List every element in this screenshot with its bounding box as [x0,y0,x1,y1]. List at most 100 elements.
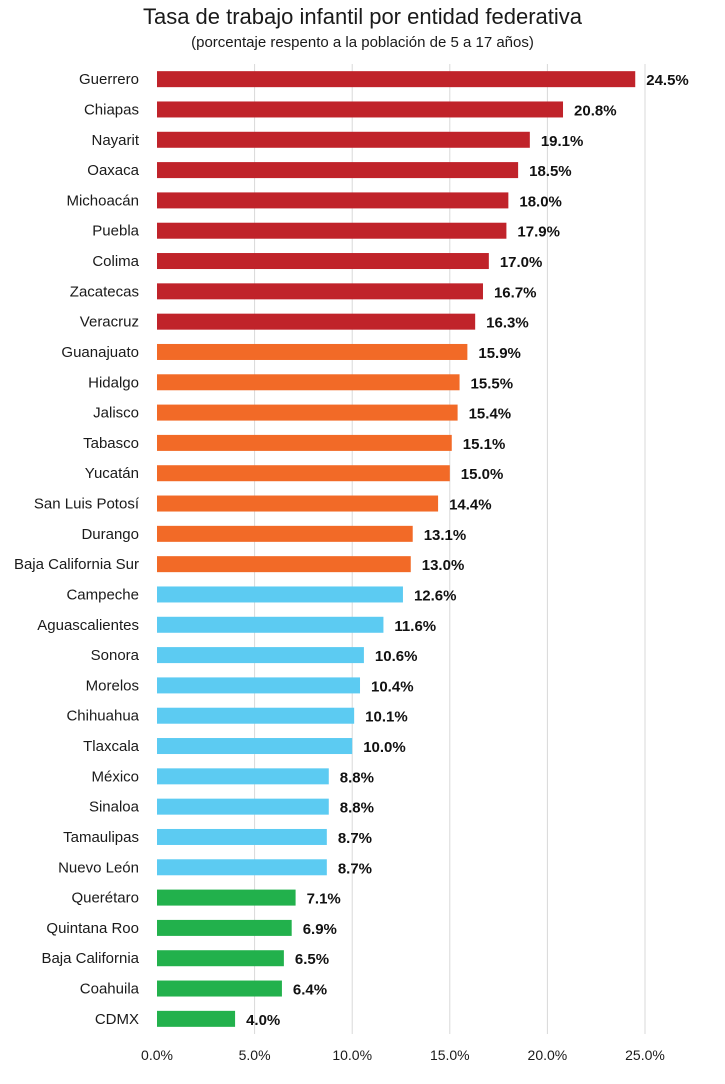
category-label: Guerrero [79,71,139,88]
bar [157,313,476,330]
category-label: Tamaulipas [63,829,139,846]
category-label: Veracruz [80,314,139,331]
category-label: Michoacán [66,192,139,209]
data-label: 8.8% [340,800,374,817]
bar [157,343,468,360]
category-label: Guanajuato [61,344,139,361]
bar [157,950,284,967]
data-label: 24.5% [646,72,689,89]
data-label: 6.4% [293,982,327,999]
data-label: 15.0% [461,466,504,483]
bar [157,131,530,148]
bar [157,283,483,300]
bar [157,980,282,997]
category-label: Tlaxcala [83,738,140,755]
category-label: Chiapas [84,101,139,118]
data-label: 6.5% [295,951,329,968]
category-label: San Luis Potosí [34,496,140,513]
bar [157,738,353,755]
bar [157,434,452,451]
category-label: Querétaro [71,890,139,907]
chart-title: Tasa de trabajo infantil por entidad fed… [142,4,583,29]
category-label: Quintana Roo [46,920,139,937]
category-label: Morelos [86,677,139,694]
data-label: 10.0% [363,739,406,756]
bar [157,889,296,906]
x-tick-label: 5.0% [239,1047,271,1063]
data-label: 11.6% [394,618,436,635]
category-label: Hidalgo [88,374,139,391]
category-label: Campeche [66,586,139,603]
bar [157,707,355,724]
bar [157,647,364,664]
data-label: 10.1% [365,709,408,726]
data-label: 17.0% [500,254,543,271]
category-label: Oaxaca [87,162,139,179]
data-label: 16.3% [486,315,529,332]
data-label: 13.1% [424,527,467,544]
data-label: 15.5% [471,375,514,392]
category-label: CDMX [95,1011,139,1028]
x-tick-label: 25.0% [625,1047,665,1063]
category-label: Sonora [91,647,140,664]
bar [157,465,450,482]
bar [157,919,292,936]
bar [157,828,327,845]
category-label: Colima [92,253,139,270]
bar [157,677,361,694]
bar [157,192,509,209]
bar [157,525,413,542]
bar [157,404,458,421]
x-tick-label: 0.0% [141,1047,173,1063]
x-tick-label: 10.0% [332,1047,372,1063]
category-label: Jalisco [93,405,139,422]
category-label: Sinaloa [89,799,140,816]
category-label: Puebla [92,223,139,240]
category-label: Baja California Sur [14,556,139,573]
bar [157,768,329,785]
data-label: 10.4% [371,678,414,695]
data-label: 6.9% [303,921,337,938]
data-label: 8.7% [338,860,372,877]
bar [157,253,489,270]
data-label: 8.8% [340,769,374,786]
data-label: 15.4% [469,406,512,423]
data-label: 15.1% [463,436,506,453]
category-label: Coahuila [80,981,140,998]
data-label: 13.0% [422,557,465,574]
bar [157,586,403,603]
bar [157,556,411,573]
category-label: Durango [81,526,139,543]
data-label: 4.0% [246,1012,280,1029]
category-label: Zacatecas [70,283,139,300]
data-label: 19.1% [541,133,584,150]
x-tick-label: 20.0% [528,1047,568,1063]
bar [157,71,636,88]
bar [157,162,519,179]
data-label: 8.7% [338,830,372,847]
data-label: 16.7% [494,284,537,301]
bar [157,616,384,633]
x-tick-label: 15.0% [430,1047,470,1063]
data-label: 14.4% [449,497,492,514]
data-label: 18.5% [529,163,572,180]
data-label: 7.1% [307,891,341,908]
category-label: Yucatán [85,465,139,482]
data-label: 18.0% [519,193,562,210]
category-label: Nuevo León [58,859,139,876]
category-label: Aguascalientes [37,617,139,634]
category-label: México [91,768,139,785]
bar [157,798,329,815]
bar [157,374,460,391]
data-label: 10.6% [375,648,418,665]
data-label: 15.9% [478,345,521,362]
category-label: Chihuahua [66,708,139,725]
category-label: Nayarit [91,132,139,149]
bar [157,1010,236,1027]
bar [157,859,327,876]
bar [157,222,507,239]
data-label: 12.6% [414,587,457,604]
bar [157,495,439,512]
data-label: 20.8% [574,102,617,119]
